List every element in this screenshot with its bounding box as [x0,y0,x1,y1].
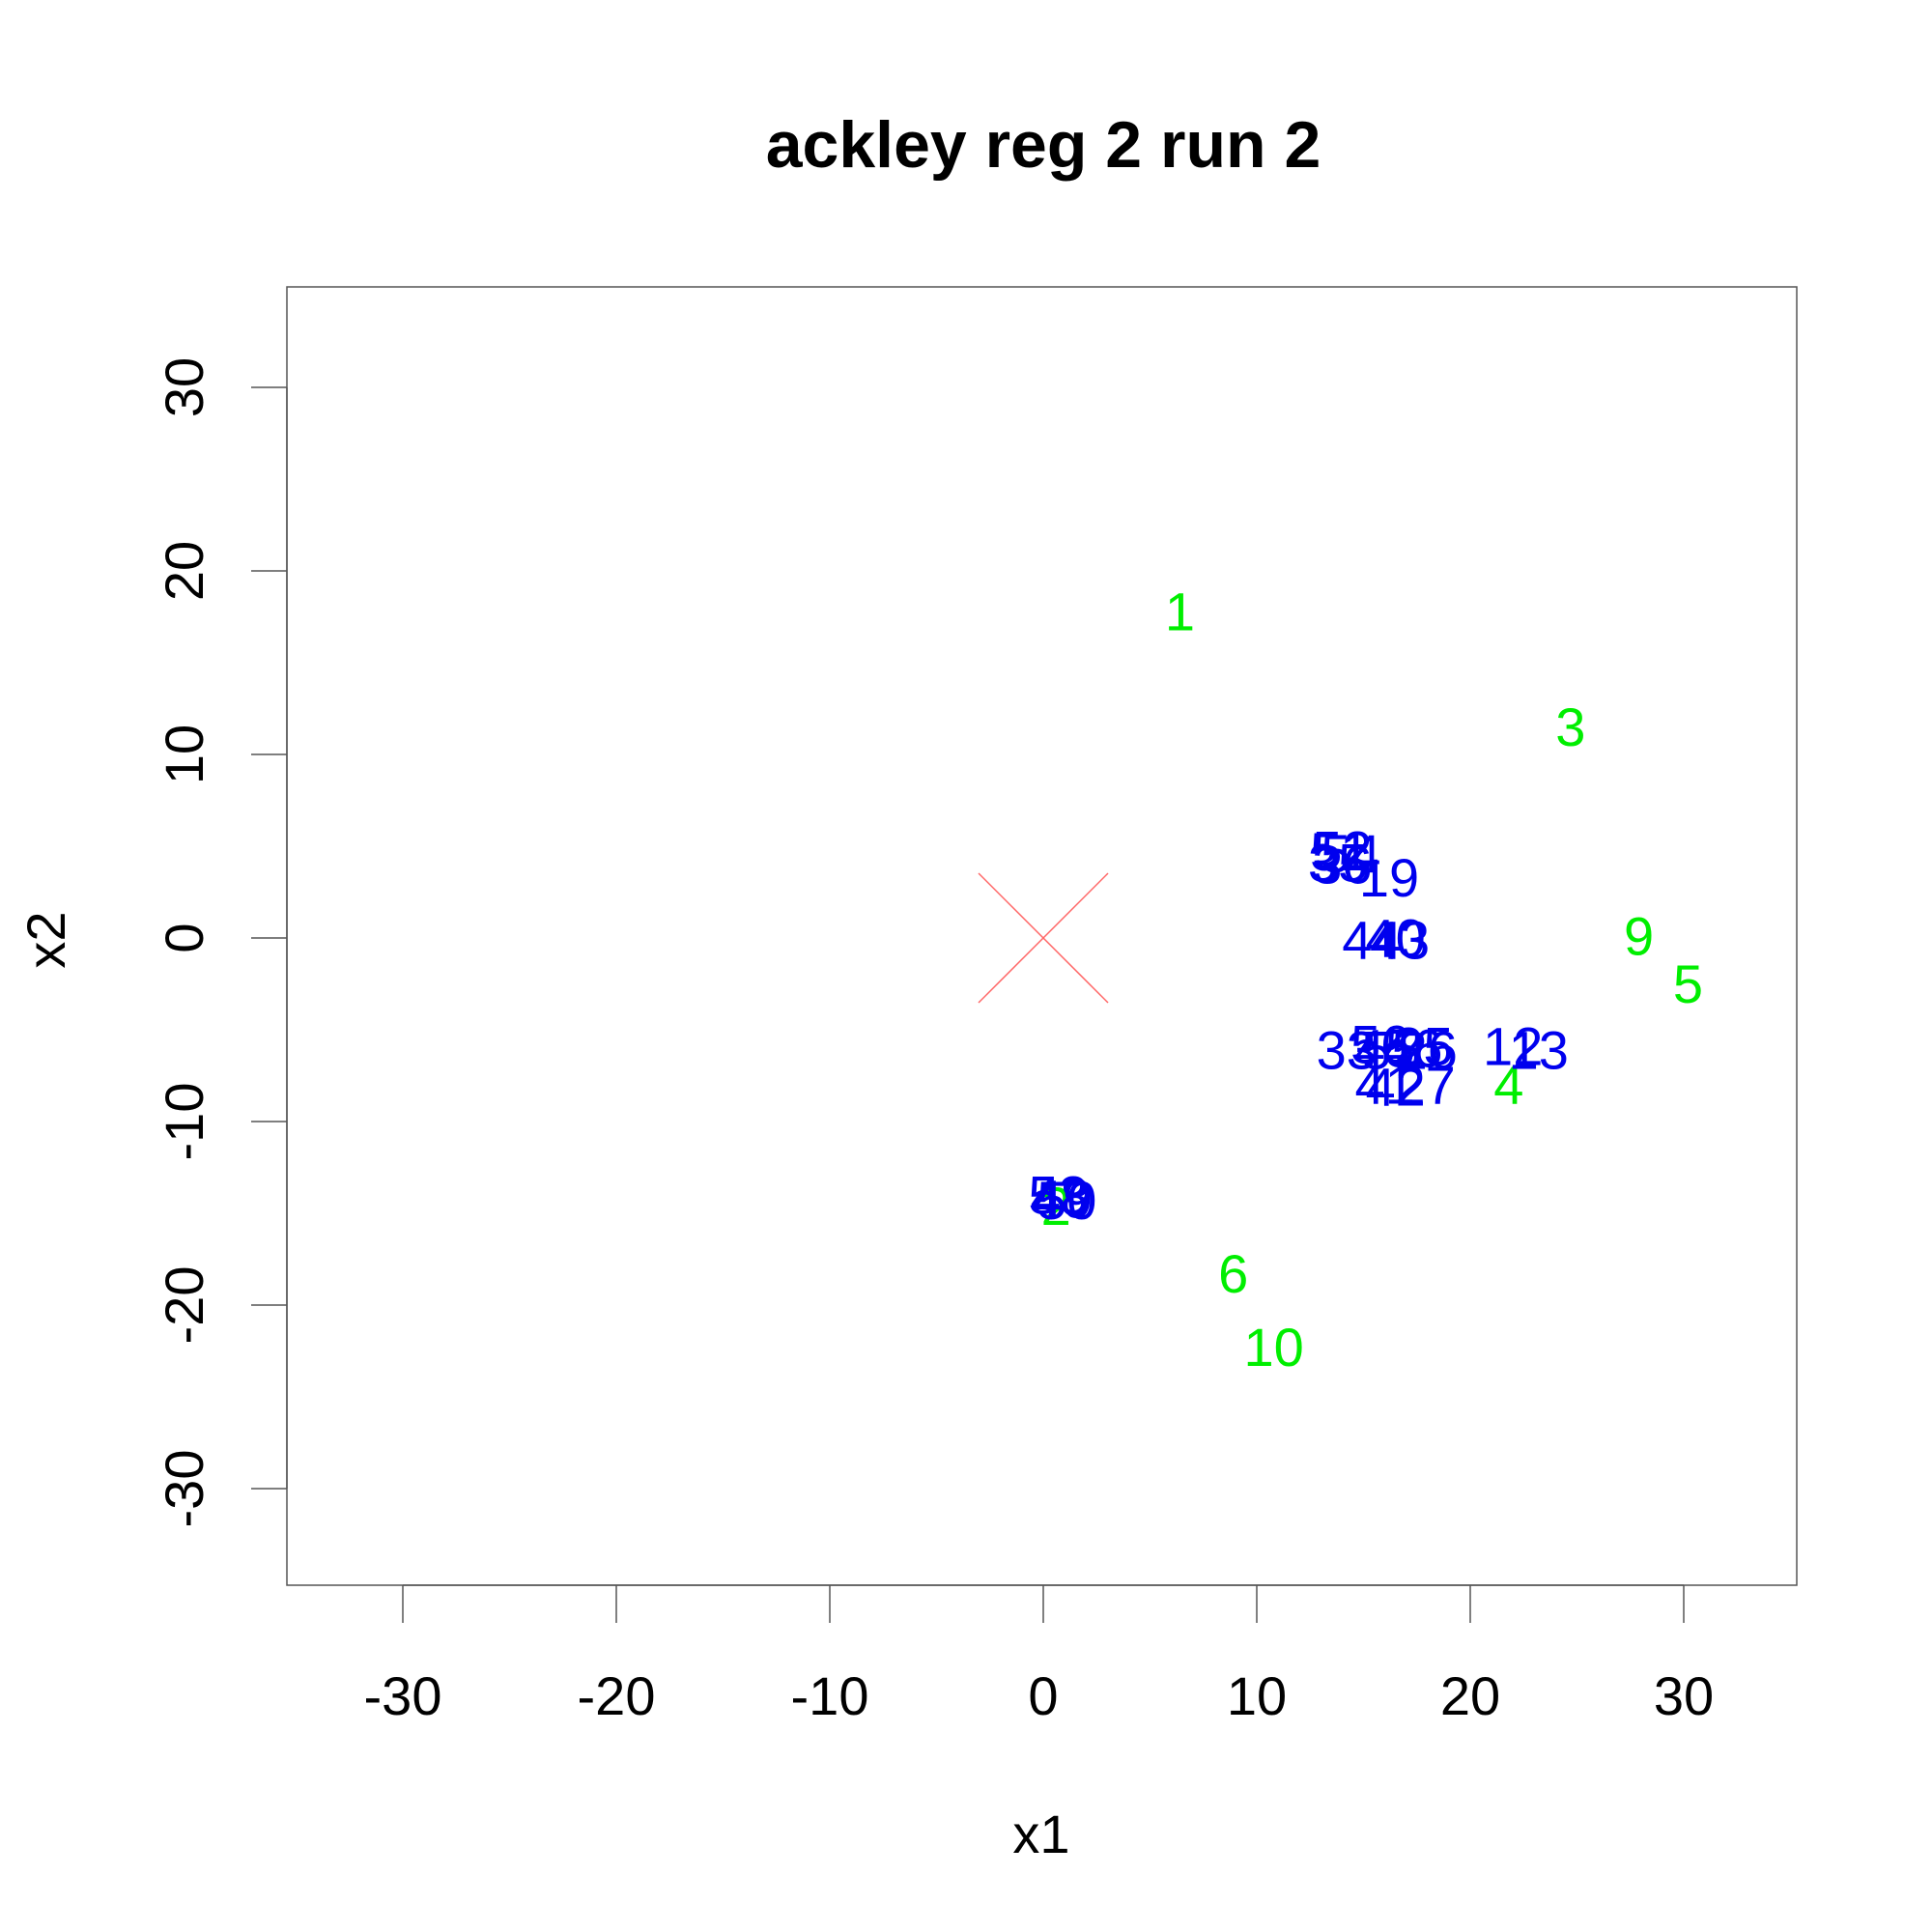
point-label: 1 [1165,581,1195,641]
point-label: 9 [1624,906,1654,967]
optimum-cross-stroke [978,872,1109,1004]
point-label: 49 [1033,1168,1093,1229]
point-label: 55 [1361,1019,1421,1080]
y-tick-label: -10 [154,1083,214,1161]
y-tick-label: -30 [154,1450,214,1528]
y-tick-label: 30 [154,357,214,417]
point-label: 40 [1366,908,1426,969]
point-label: 19 [1359,847,1419,908]
x-tick-label: 0 [1028,1665,1058,1726]
point-label: 45 [1354,1018,1414,1079]
point-label: 5 [1673,953,1703,1014]
point-labels: 1234569101213192526273335364041424344454… [1028,581,1703,1378]
x-tick-label: 10 [1227,1665,1287,1726]
point-label: 27 [1395,1055,1455,1116]
point-label: 41 [1354,1055,1414,1116]
point-label: 44 [1342,909,1402,970]
optimum-cross-marker [978,872,1109,1004]
point-label: 3 [1555,696,1585,757]
point-label: 6 [1218,1243,1248,1304]
point-label: 26 [1398,1019,1458,1080]
point-label: 12 [1483,1016,1543,1077]
point-label: 25 [1393,1016,1453,1077]
point-label: 35 [1308,833,1368,894]
x-tick-label: 30 [1654,1665,1714,1726]
point-label: 36 [1312,835,1372,895]
point-label: 52 [1312,819,1372,880]
point-label: 51 [1310,821,1370,882]
chart-title: ackley reg 2 run 2 [766,108,1321,182]
y-tick-label: 10 [154,724,214,784]
point-label: 48 [1031,1166,1091,1227]
point-label: 43 [1370,909,1430,970]
point-label: 4 [1493,1055,1523,1116]
point-label: 50 [1037,1170,1096,1231]
point-label: 33 [1317,1019,1377,1080]
x-axis: -30 -20 -10 0 10 20 30 [364,1584,1714,1726]
point-label: 10 [1244,1317,1304,1378]
point-label: 54 [1321,823,1380,884]
y-tick-label: 0 [154,923,214,952]
point-label: 53 [1028,1165,1088,1226]
point-label: 42 [1366,1056,1426,1117]
x-tick-label: 20 [1440,1665,1500,1726]
y-tick-label: -20 [154,1266,214,1345]
point-label: 2 [1041,1176,1071,1236]
x-tick-label: -30 [364,1665,442,1726]
point-label: 56 [1350,1014,1410,1075]
point-label: 46 [1382,1018,1442,1079]
y-axis: -30 -20 -10 0 10 20 30 [154,357,288,1528]
point-label: 13 [1509,1019,1569,1080]
x-tick-label: -20 [578,1665,656,1726]
x-axis-label: x1 [1012,1804,1069,1864]
x-tick-label: -10 [791,1665,869,1726]
y-axis-label: x2 [15,911,76,968]
y-tick-label: 20 [154,541,214,601]
